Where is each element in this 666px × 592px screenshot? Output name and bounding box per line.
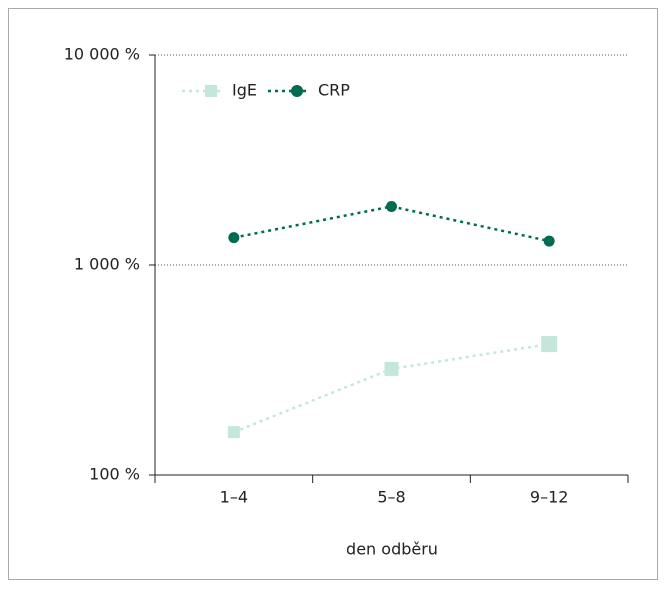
legend-label: CRP bbox=[318, 81, 350, 100]
data-point bbox=[384, 361, 399, 376]
x-axis-title: den odběru bbox=[346, 540, 438, 559]
data-point bbox=[386, 200, 397, 212]
data-point bbox=[541, 336, 558, 353]
data-point bbox=[227, 426, 240, 439]
y-tick-label: 100 % bbox=[89, 465, 140, 484]
x-tick-label: 1–4 bbox=[220, 488, 248, 507]
legend-marker bbox=[205, 85, 217, 97]
y-tick-label: 10 000 % bbox=[64, 45, 140, 64]
data-point bbox=[228, 232, 240, 244]
y-tick-label: 1 000 % bbox=[74, 255, 140, 274]
x-tick-label: 9–12 bbox=[530, 488, 569, 507]
series-line bbox=[233, 205, 550, 243]
data-point bbox=[543, 235, 555, 247]
frame bbox=[8, 8, 658, 580]
x-tick-label: 5–8 bbox=[377, 488, 405, 507]
legend-marker bbox=[291, 85, 303, 97]
legend-label: IgE bbox=[232, 81, 257, 100]
